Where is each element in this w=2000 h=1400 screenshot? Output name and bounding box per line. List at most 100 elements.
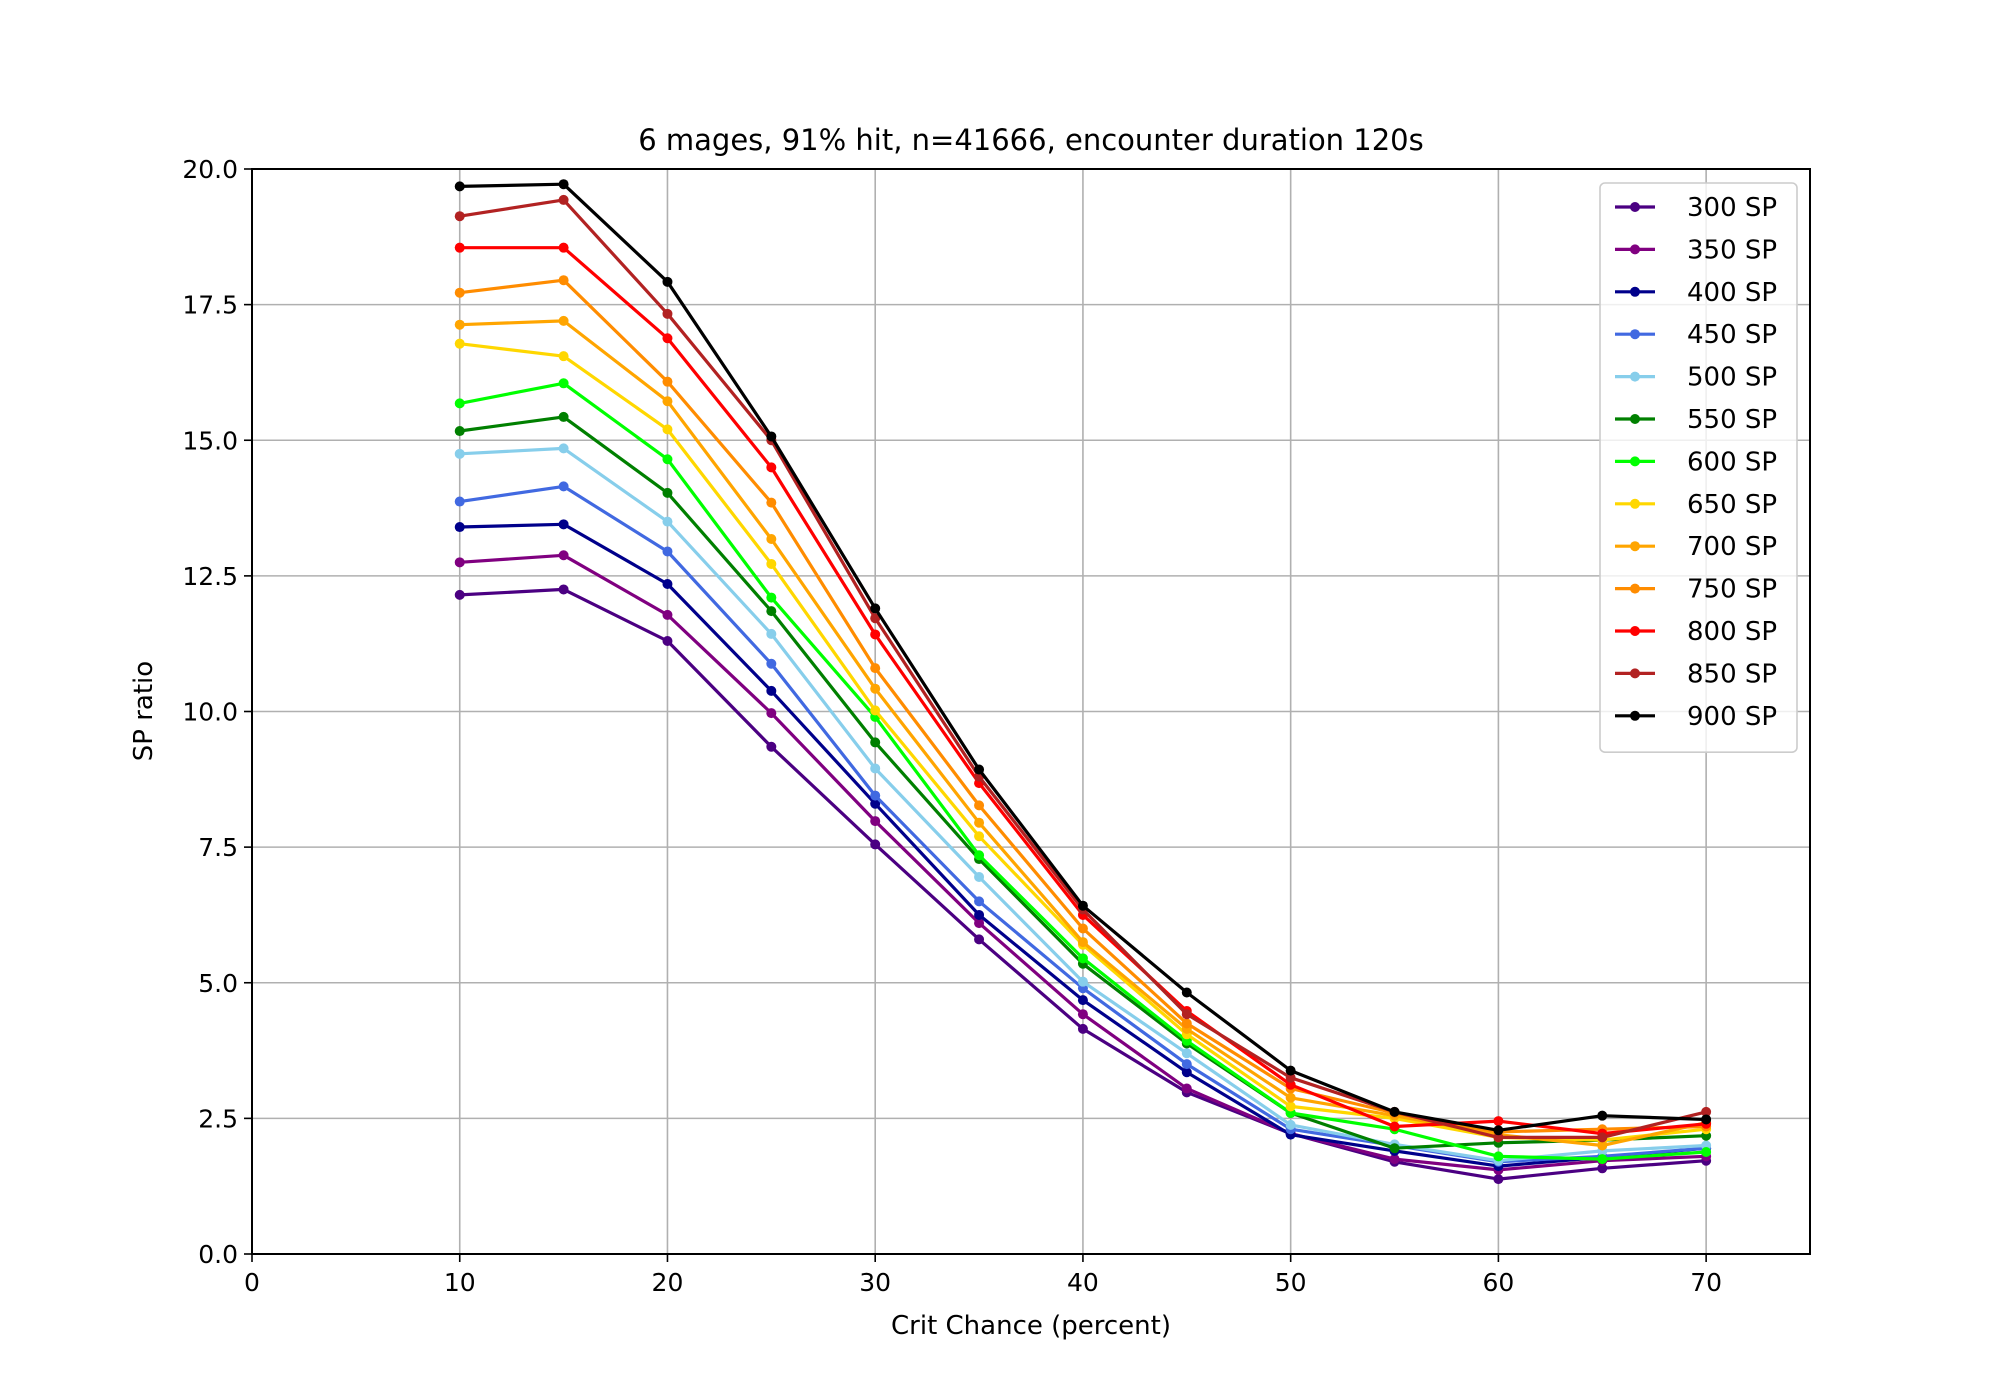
y-tick-label: 5.0: [198, 969, 238, 998]
data-point: [870, 629, 881, 640]
legend-label: 500 SP: [1687, 363, 1777, 393]
data-point: [1077, 923, 1088, 934]
data-point: [1181, 1059, 1192, 1070]
data-point: [558, 584, 569, 595]
data-point: [558, 315, 569, 326]
data-point: [766, 558, 777, 569]
data-point: [454, 338, 465, 349]
data-point: [766, 741, 777, 752]
legend-item: 550 SP: [1615, 405, 1777, 435]
data-point: [1285, 1065, 1296, 1076]
data-point: [1701, 1106, 1712, 1117]
legend-swatch-marker: [1630, 456, 1640, 467]
y-tick-label: 10.0: [182, 698, 238, 727]
data-point: [1493, 1125, 1504, 1136]
legend-label: 800 SP: [1687, 617, 1777, 647]
data-point: [1597, 1132, 1608, 1143]
y-tick-label: 15.0: [182, 426, 238, 455]
data-point: [454, 496, 465, 507]
data-point: [974, 909, 985, 920]
data-point: [1597, 1110, 1608, 1121]
legend-box: [1599, 182, 1798, 754]
legend-swatch-marker: [1630, 286, 1640, 297]
data-point: [454, 589, 465, 600]
legend-label: 600 SP: [1687, 447, 1777, 477]
legend-item: 900 SP: [1615, 702, 1777, 732]
data-point: [454, 426, 465, 437]
data-point: [766, 685, 777, 696]
x-tick-label: 50: [1275, 1268, 1307, 1297]
data-point: [1181, 1067, 1192, 1078]
legend-label: 300 SP: [1687, 193, 1777, 223]
data-point: [662, 546, 673, 557]
data-point: [870, 683, 881, 694]
y-axis-label: SP ratio: [129, 661, 159, 761]
data-point: [454, 557, 465, 568]
data-point: [870, 705, 881, 716]
y-tick-label: 7.5: [198, 833, 238, 862]
legend-swatch-marker: [1630, 371, 1640, 382]
legend-item: 850 SP: [1615, 659, 1777, 689]
data-point: [1285, 1092, 1296, 1103]
legend-item: 400 SP: [1615, 278, 1777, 308]
data-point: [1285, 1101, 1296, 1112]
data-point: [1701, 1114, 1712, 1125]
legend-item: 500 SP: [1615, 363, 1777, 393]
data-point: [1077, 995, 1088, 1006]
data-point: [1493, 1132, 1504, 1143]
y-axis: 0.0 2.5 5.0 7.5 10.0 12.5 15.0 17.5 20.0: [182, 155, 252, 1269]
x-axis-label: Crit Chance (percent): [891, 1311, 1171, 1341]
legend-swatch-marker: [1630, 498, 1640, 509]
x-axis: 0 10 20 30 40 50 60 70: [244, 1254, 1722, 1297]
x-tick-label: 0: [244, 1268, 260, 1297]
data-point: [1285, 1072, 1296, 1083]
data-point: [558, 550, 569, 561]
data-point: [662, 333, 673, 344]
data-point: [1181, 987, 1192, 998]
data-point: [870, 603, 881, 614]
legend-label: 850 SP: [1687, 659, 1777, 689]
data-point: [870, 663, 881, 674]
data-point: [1493, 1151, 1504, 1162]
data-point: [454, 522, 465, 533]
data-point: [870, 763, 881, 774]
legend-item: 700 SP: [1615, 532, 1777, 562]
data-point: [766, 431, 777, 442]
legend-label: 900 SP: [1687, 702, 1777, 732]
x-tick-label: 60: [1482, 1268, 1514, 1297]
data-point: [454, 181, 465, 192]
data-point: [558, 481, 569, 492]
data-point: [1493, 1174, 1504, 1185]
data-point: [766, 462, 777, 473]
legend-swatch-marker: [1630, 626, 1640, 636]
legend-label: 350 SP: [1687, 235, 1777, 265]
data-point: [974, 831, 985, 842]
series-layer: [454, 179, 1712, 1185]
data-point: [766, 628, 777, 639]
legend-label: 450 SP: [1687, 320, 1777, 350]
chart-title: 6 mages, 91% hit, n=41666, encounter dur…: [638, 123, 1424, 157]
data-point: [1181, 1083, 1192, 1094]
legend-item: 800 SP: [1615, 617, 1777, 647]
legend-item: 750 SP: [1615, 575, 1777, 605]
data-point: [1181, 1048, 1192, 1059]
data-point: [662, 635, 673, 646]
data-point: [558, 351, 569, 362]
data-point: [662, 454, 673, 465]
legend-label: 650 SP: [1687, 490, 1777, 520]
legend-label: 750 SP: [1687, 575, 1777, 605]
data-point: [1077, 953, 1088, 964]
x-tick-label: 70: [1690, 1268, 1722, 1297]
data-point: [558, 443, 569, 454]
legend-item: 350 SP: [1615, 235, 1777, 265]
y-tick-label: 2.5: [198, 1104, 238, 1133]
data-point: [558, 275, 569, 286]
data-point: [454, 287, 465, 298]
data-point: [558, 378, 569, 389]
data-point: [870, 790, 881, 801]
legend-swatch-marker: [1630, 710, 1640, 721]
legend-item: 300 SP: [1615, 193, 1777, 223]
data-point: [766, 606, 777, 617]
data-point: [558, 179, 569, 190]
legend-swatch-marker: [1630, 329, 1640, 340]
